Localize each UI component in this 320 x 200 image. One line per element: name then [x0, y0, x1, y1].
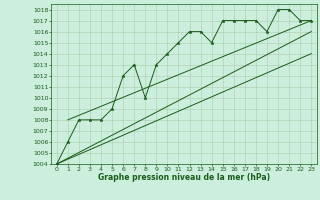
- X-axis label: Graphe pression niveau de la mer (hPa): Graphe pression niveau de la mer (hPa): [98, 173, 270, 182]
